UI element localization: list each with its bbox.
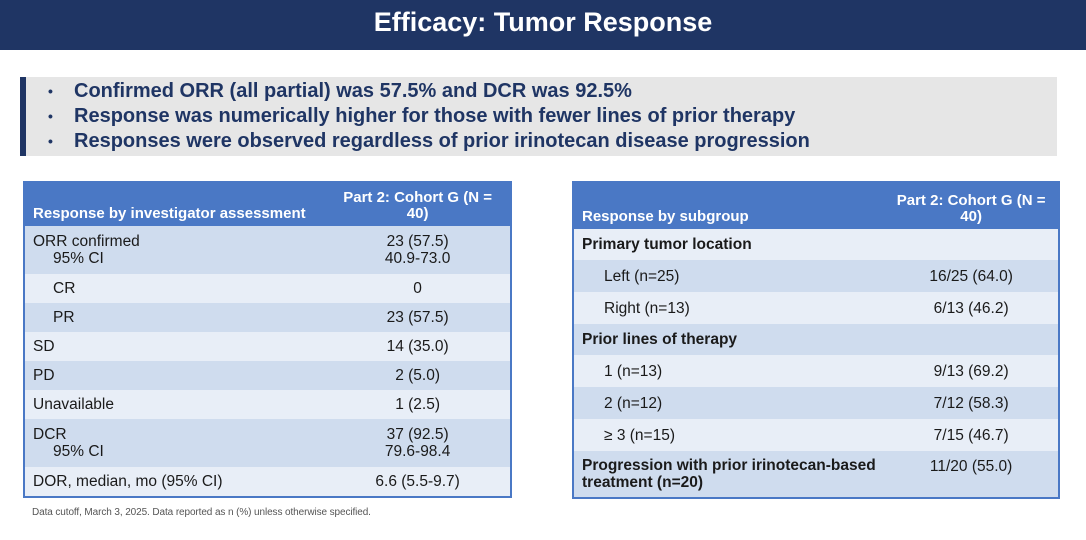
table-row: SD 14 (35.0) xyxy=(24,332,511,361)
row-value: 23 (57.5) 40.9-73.0 xyxy=(325,226,511,274)
row-label: Right (n=13) xyxy=(573,292,885,324)
row-value: 2 (5.0) xyxy=(325,361,511,390)
bullet-icon: • xyxy=(48,133,53,149)
table-row: DOR, median, mo (95% CI) 6.6 (5.5-9.7) xyxy=(24,467,511,497)
row-label-main: DCR xyxy=(33,426,67,443)
table-row: Right (n=13) 6/13 (46.2) xyxy=(573,292,1059,324)
table-row: 2 (n=12) 7/12 (58.3) xyxy=(573,387,1059,419)
table-row: PD 2 (5.0) xyxy=(24,361,511,390)
table-row: Primary tumor location xyxy=(573,229,1059,260)
row-label: ≥ 3 (n=15) xyxy=(573,419,885,451)
bullet-item: • Responses were observed regardless of p… xyxy=(38,129,1057,154)
table-row: ≥ 3 (n=15) 7/15 (46.7) xyxy=(573,419,1059,451)
footnote: Data cutoff, March 3, 2025. Data reporte… xyxy=(32,507,371,518)
group-label: Progression with prior irinotecan-based … xyxy=(573,451,885,498)
table-row: Prior lines of therapy xyxy=(573,324,1059,355)
row-label: 1 (n=13) xyxy=(573,355,885,387)
row-value-main: 23 (57.5) xyxy=(386,233,449,250)
row-label-sub: 95% CI xyxy=(53,250,104,267)
row-value: 0 xyxy=(325,274,511,303)
row-value xyxy=(884,229,1059,260)
row-label: DCR 95% CI xyxy=(24,419,326,467)
key-findings-box: • Confirmed ORR (all partial) was 57.5% a… xyxy=(20,77,1057,156)
row-value: 14 (35.0) xyxy=(325,332,511,361)
bullet-icon: • xyxy=(48,83,53,99)
row-label: SD xyxy=(24,332,326,361)
bullet-item: • Confirmed ORR (all partial) was 57.5% a… xyxy=(38,79,1057,104)
row-value: 11/20 (55.0) xyxy=(884,451,1059,498)
row-label-text: CR xyxy=(53,280,76,297)
row-value xyxy=(884,324,1059,355)
row-value: 9/13 (69.2) xyxy=(884,355,1059,387)
table-header-label: Response by subgroup xyxy=(573,182,885,229)
row-value: 7/15 (46.7) xyxy=(884,419,1059,451)
key-findings-list: • Confirmed ORR (all partial) was 57.5% a… xyxy=(38,79,1057,154)
row-value: 6.6 (5.5-9.7) xyxy=(325,467,511,497)
row-label-sub: 95% CI xyxy=(53,443,104,460)
title-bar: Efficacy: Tumor Response xyxy=(0,0,1086,50)
row-value: 37 (92.5) 79.6-98.4 xyxy=(325,419,511,467)
table-row: Progression with prior irinotecan-based … xyxy=(573,451,1059,498)
subgroup-response-table: Response by subgroup Part 2: Cohort G (N… xyxy=(572,181,1060,499)
row-value-sub: 79.6-98.4 xyxy=(384,443,451,460)
row-label: Unavailable xyxy=(24,390,326,419)
bullet-text: Response was numerically higher for thos… xyxy=(74,105,796,127)
table-row: Unavailable 1 (2.5) xyxy=(24,390,511,419)
row-label: PR xyxy=(24,303,326,332)
table-row: ORR confirmed 95% CI 23 (57.5) 40.9-73.0 xyxy=(24,226,511,274)
row-label-main: ORR confirmed xyxy=(33,233,140,250)
row-value: 6/13 (46.2) xyxy=(884,292,1059,324)
table-row: PR 23 (57.5) xyxy=(24,303,511,332)
table-header-label: Response by investigator assessment xyxy=(24,182,326,226)
row-value: 23 (57.5) xyxy=(325,303,511,332)
row-value-main: 37 (92.5) xyxy=(386,426,449,443)
table-row: DCR 95% CI 37 (92.5) 79.6-98.4 xyxy=(24,419,511,467)
row-value-sub: 40.9-73.0 xyxy=(384,250,451,267)
investigator-response-table: Response by investigator assessment Part… xyxy=(23,181,512,498)
bullet-text: Confirmed ORR (all partial) was 57.5% an… xyxy=(74,80,632,102)
row-label: DOR, median, mo (95% CI) xyxy=(24,467,326,497)
group-label: Primary tumor location xyxy=(573,229,885,260)
row-label: PD xyxy=(24,361,326,390)
bullet-item: • Response was numerically higher for tho… xyxy=(38,104,1057,129)
row-label: CR xyxy=(24,274,326,303)
slide-title: Efficacy: Tumor Response xyxy=(373,7,713,37)
row-label: ORR confirmed 95% CI xyxy=(24,226,326,274)
row-value: 7/12 (58.3) xyxy=(884,387,1059,419)
row-label: Left (n=25) xyxy=(573,260,885,292)
bullet-text: Responses were observed regardless of pr… xyxy=(74,130,810,152)
table-row: Left (n=25) 16/25 (64.0) xyxy=(573,260,1059,292)
row-label-text: PR xyxy=(53,309,75,326)
table-row: 1 (n=13) 9/13 (69.2) xyxy=(573,355,1059,387)
bullet-icon: • xyxy=(48,108,53,124)
table-row: CR 0 xyxy=(24,274,511,303)
table-header-cohort: Part 2: Cohort G (N = 40) xyxy=(884,182,1059,229)
row-value: 1 (2.5) xyxy=(325,390,511,419)
row-label: 2 (n=12) xyxy=(573,387,885,419)
row-value: 16/25 (64.0) xyxy=(884,260,1059,292)
table-header-cohort: Part 2: Cohort G (N = 40) xyxy=(325,182,511,226)
group-label: Prior lines of therapy xyxy=(573,324,885,355)
